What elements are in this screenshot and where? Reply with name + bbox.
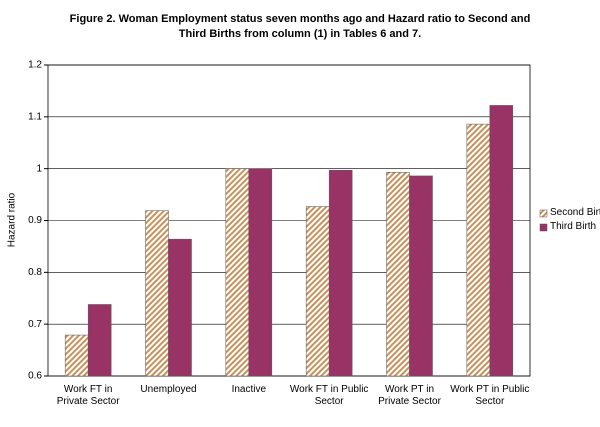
legend-swatch bbox=[539, 223, 548, 232]
y-tick-label: 1.2 bbox=[28, 60, 42, 71]
bar bbox=[409, 175, 433, 377]
x-tick-label: Unemployed bbox=[140, 384, 197, 395]
x-tick-label: Work FT in Public Sector bbox=[289, 384, 369, 407]
y-tick-label: 0.9 bbox=[28, 215, 42, 226]
chart-title: Figure 2. Woman Employment status seven … bbox=[69, 13, 531, 40]
x-tick-label: Work FT in Private Sector bbox=[56, 384, 120, 407]
y-tick-label: 1 bbox=[36, 163, 42, 174]
x-tick-label: Inactive bbox=[231, 384, 267, 395]
legend-swatch bbox=[539, 209, 548, 218]
y-axis-label: Hazard ratio bbox=[7, 192, 18, 247]
y-tick-label: 0.6 bbox=[28, 371, 42, 382]
y-tick-label: 0.8 bbox=[28, 267, 42, 278]
bar bbox=[64, 334, 89, 377]
bar bbox=[386, 172, 410, 377]
bar bbox=[168, 238, 192, 377]
bar bbox=[305, 206, 330, 377]
legend-label: Second Birth bbox=[550, 207, 600, 218]
bar bbox=[489, 105, 514, 377]
legend-label: Third Birth bbox=[550, 221, 597, 232]
plot-frame bbox=[47, 64, 531, 377]
y-tick-label: 0.7 bbox=[28, 319, 42, 330]
y-tick-label: 1.1 bbox=[28, 111, 42, 122]
bar bbox=[145, 210, 169, 377]
bar bbox=[248, 168, 273, 377]
bar bbox=[466, 123, 491, 377]
bar bbox=[87, 304, 112, 377]
bar bbox=[225, 168, 250, 377]
x-tick-label: Work PT in Private Sector bbox=[378, 384, 441, 407]
x-tick-label: Work PT in Public Sector bbox=[450, 384, 530, 407]
bar bbox=[328, 169, 353, 377]
